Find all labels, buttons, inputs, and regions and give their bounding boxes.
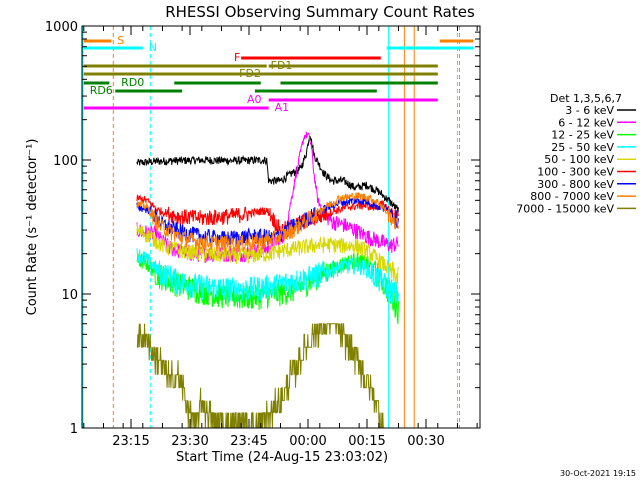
series-line-7 xyxy=(136,192,399,252)
x-tick-label: 23:30 xyxy=(171,434,208,449)
y-tick-label: 1 xyxy=(70,422,78,437)
legend-label: 7000 - 15000 keV xyxy=(516,202,614,215)
y-tick-label: 10 xyxy=(61,288,78,303)
x-axis-label: Start Time (24-Aug-15 23:03:02) xyxy=(176,450,388,465)
legend-label: 25 - 50 keV xyxy=(551,141,614,154)
timestamp: 30-Oct-2021 19:15 xyxy=(560,469,636,478)
flag-label-fd1: FD1 xyxy=(271,59,293,72)
x-tick-label: 23:15 xyxy=(112,434,149,449)
flag-label-rd0: RD0 xyxy=(121,76,144,89)
flag-label-a1: A1 xyxy=(275,101,290,114)
flag-label-n: N xyxy=(149,41,157,54)
legend-label: 300 - 800 keV xyxy=(537,178,614,191)
plot-frame xyxy=(81,25,481,429)
series-line-8 xyxy=(136,323,385,428)
y-axis-label: Count Rate (s⁻¹ detector⁻¹) xyxy=(25,139,40,316)
series-line-0 xyxy=(136,136,399,215)
x-tick-label: 23:45 xyxy=(230,434,267,449)
flag-label-s: S xyxy=(117,34,124,47)
x-tick-label: 00:00 xyxy=(289,434,326,449)
series-line-4 xyxy=(136,223,399,288)
flag-label-a0: A0 xyxy=(247,93,262,106)
x-tick-label: 00:15 xyxy=(348,434,385,449)
legend-label: 3 - 6 keV xyxy=(565,104,614,117)
legend-label: 6 - 12 keV xyxy=(558,116,614,129)
legend-title: Det 1,3,5,6,7 xyxy=(550,92,622,105)
series-line-3 xyxy=(136,248,399,304)
flag-label-rd6: RD6 xyxy=(90,84,113,97)
y-tick-label: 100 xyxy=(53,154,78,169)
legend-label: 12 - 25 keV xyxy=(551,129,614,142)
series-line-5 xyxy=(136,194,399,237)
x-tick-label: 00:30 xyxy=(407,434,444,449)
chart-title: RHESSI Observing Summary Count Rates xyxy=(165,3,475,21)
flag-label-f: F xyxy=(234,51,240,64)
legend-label: 100 - 300 keV xyxy=(537,166,614,179)
legend-label: 800 - 7000 keV xyxy=(530,190,614,203)
flag-label-fd2: FD2 xyxy=(239,67,261,80)
legend-label: 50 - 100 keV xyxy=(544,153,614,166)
y-tick-label: 1000 xyxy=(45,20,78,35)
